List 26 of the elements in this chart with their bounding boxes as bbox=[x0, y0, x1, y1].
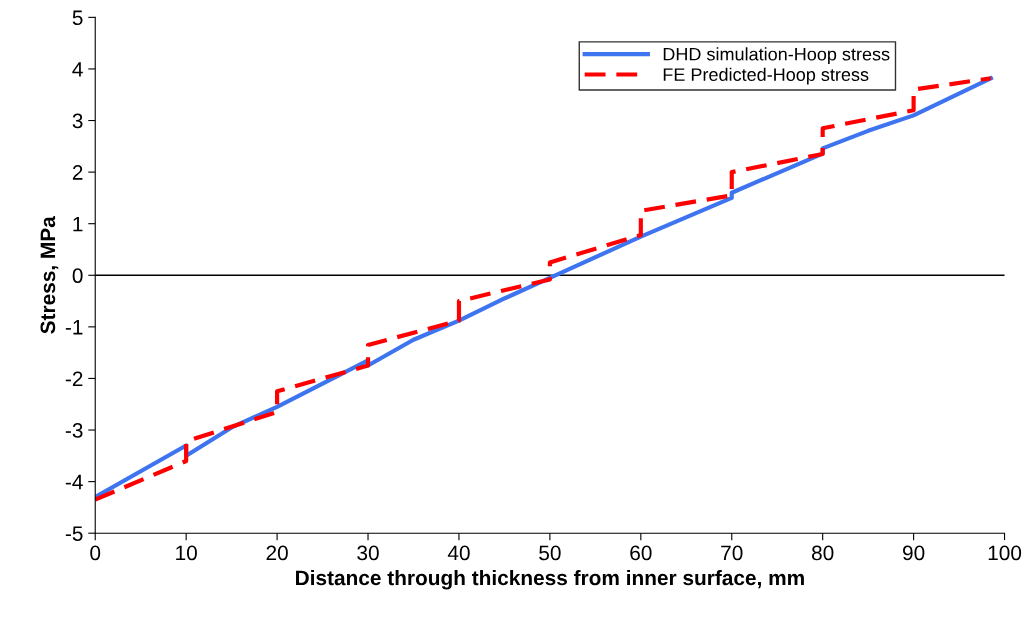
y-tick-label: 4 bbox=[72, 62, 83, 77]
x-tick-label: 70 bbox=[721, 545, 743, 561]
x-tick-label: 100 bbox=[988, 545, 1022, 561]
x-tick-label: 40 bbox=[447, 545, 470, 561]
x-axis-title: Distance through thickness from inner surface, mm bbox=[296, 569, 804, 590]
y-tick-label: -2 bbox=[65, 371, 83, 386]
y-tick-label: -1 bbox=[65, 320, 83, 335]
y-axis-title: Stress, MPa bbox=[40, 216, 59, 334]
legend-label: FE Predicted-Hoop stress bbox=[663, 67, 869, 85]
x-tick-label: 90 bbox=[903, 545, 925, 561]
x-tick-label: 20 bbox=[266, 545, 288, 561]
y-tick-label: 3 bbox=[72, 113, 83, 129]
x-tick-label: 30 bbox=[357, 545, 379, 561]
x-tick-label: 60 bbox=[630, 545, 652, 561]
y-tick-label: 0 bbox=[72, 268, 83, 284]
y-tick-label: -3 bbox=[65, 423, 83, 438]
x-tick-label: 50 bbox=[539, 545, 561, 561]
y-tick-label: 1 bbox=[73, 216, 83, 232]
x-tick-label: 0 bbox=[90, 545, 101, 561]
legend-label: DHD simulation-Hoop stress bbox=[663, 47, 890, 65]
y-tick-label: -5 bbox=[65, 526, 83, 541]
y-tick-label: -4 bbox=[65, 474, 83, 490]
x-tick-label: 10 bbox=[176, 545, 197, 561]
y-tick-label: 2 bbox=[72, 165, 83, 180]
x-tick-label: 80 bbox=[812, 545, 834, 561]
y-tick-label: 5 bbox=[72, 10, 83, 26]
